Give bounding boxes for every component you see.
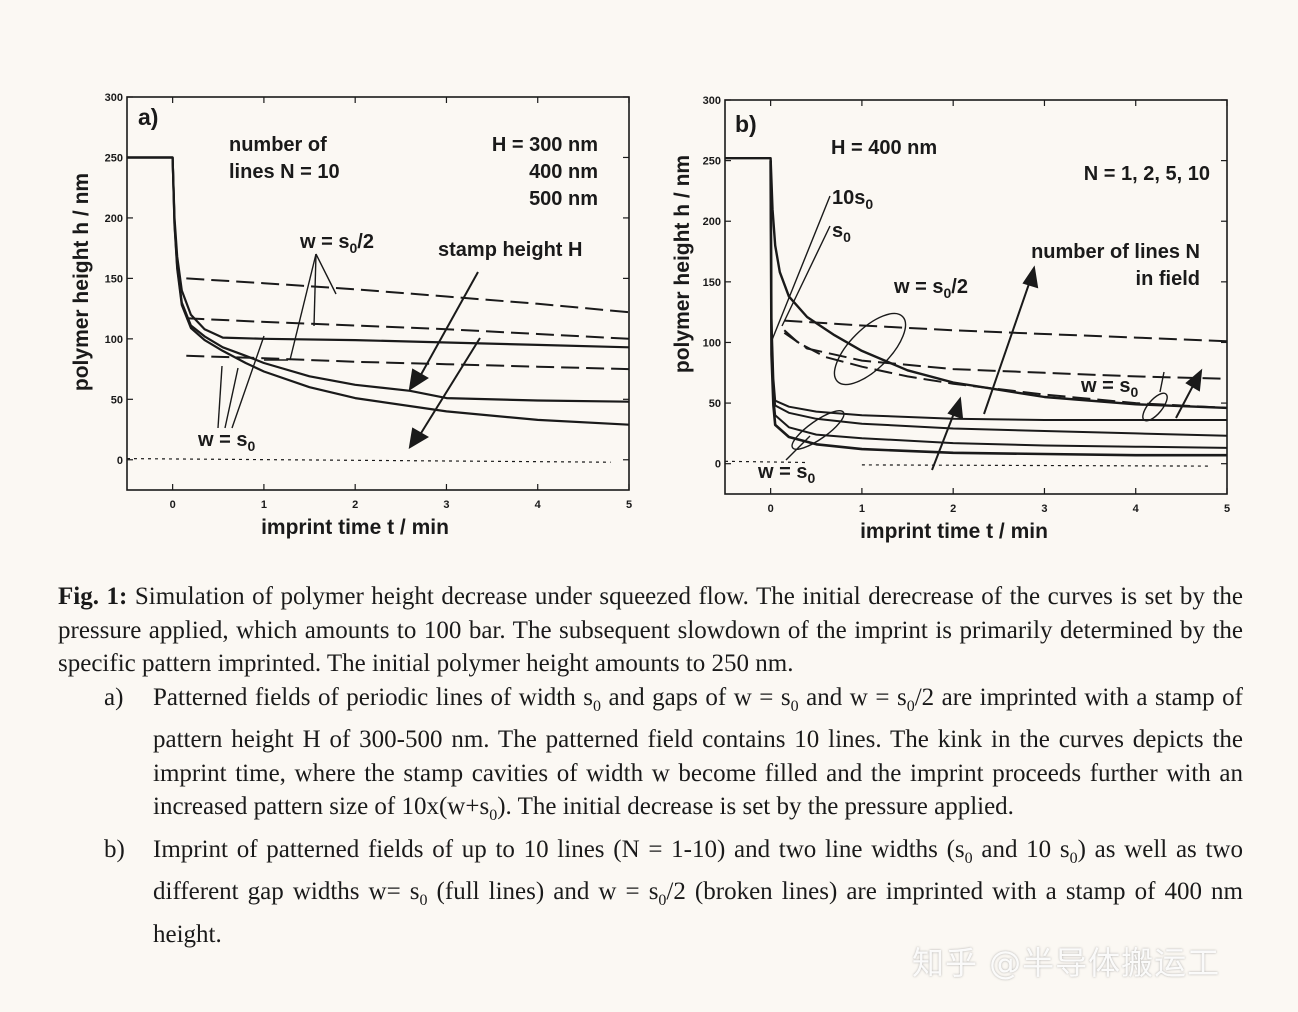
x-tick-label: 4 — [1133, 503, 1140, 515]
series-line-6 — [784, 319, 1228, 343]
plot-frame — [126, 96, 630, 491]
leader-lines — [771, 195, 1168, 461]
annotation-w-full-bottom: w = s0 — [757, 461, 815, 486]
caption-item-b-text: Imprint of patterned fields of up to 10 … — [153, 835, 1243, 948]
x-tick-label: 2 — [950, 503, 956, 515]
series-line-8 — [783, 331, 1228, 380]
annotation-height-300: H = 300 nm — [492, 134, 598, 156]
plot-area: 0 50 100 150 200 250 300 0 1 2 3 4 5 — [703, 95, 1230, 515]
x-tick-label: 2 — [352, 499, 358, 511]
caption-item-a-text: Patterned fields of periodic lines of wi… — [153, 683, 1243, 825]
arrows — [931, 265, 1203, 471]
annotation-w-full: w = s0 — [197, 429, 255, 454]
x-tick-label: 1 — [261, 499, 267, 511]
y-tick-label: 150 — [105, 273, 123, 285]
chart-a: 0 50 100 150 200 250 300 0 1 2 3 4 5 a) polymer heig… — [70, 92, 632, 539]
series-line-5 — [186, 317, 630, 340]
series-line-10 — [861, 464, 1209, 467]
y-tick-label: 100 — [703, 337, 721, 349]
annotation-10s0: 10s0 — [832, 187, 873, 212]
annotation-height-500: 500 nm — [529, 188, 598, 210]
fig-label: Fig. 1: — [58, 583, 128, 610]
series-line-6 — [186, 354, 630, 371]
series-line-5 — [769, 160, 1227, 457]
arrows — [408, 271, 481, 449]
series-line-4 — [186, 277, 630, 314]
figure-caption: Fig. 1: Simulation of polymer height dec… — [58, 580, 1243, 951]
annotation-height: H = 400 nm — [831, 137, 937, 159]
y-tick-label: 50 — [709, 398, 721, 410]
series-line-3 — [127, 156, 630, 426]
chart-b-ylabel: polymer height h / nm — [671, 155, 694, 373]
annotation-w-full-right: w = s0 — [1080, 375, 1138, 400]
y-tick-label: 300 — [105, 92, 123, 104]
caption-intro-text: Simulation of polymer height decrease un… — [58, 583, 1243, 677]
annotation-height-400: 400 nm — [529, 161, 598, 183]
watermark: 知乎 @半导体搬运工 — [912, 944, 1221, 982]
annotation-lines-n-2: lines N = 10 — [229, 161, 340, 183]
x-tick-label: 3 — [443, 499, 449, 511]
panel-label: a) — [138, 104, 158, 130]
plot-frame — [724, 99, 1228, 495]
annotation-lines-in-field-2: in field — [1136, 268, 1200, 290]
x-axis-label: imprint time t / min — [261, 516, 449, 539]
annotation-w-half: w = s0/2 — [299, 231, 374, 256]
y-tick-label: 0 — [117, 455, 123, 467]
y-tick-label: 50 — [111, 394, 123, 406]
caption-item-b: b) Imprint of patterned fields of up to … — [58, 833, 1243, 952]
y-tick-label: 300 — [703, 95, 721, 107]
caption-item-a-marker: a) — [104, 683, 124, 711]
annotation-w-half: w = s0/2 — [893, 276, 968, 301]
annotation-s0: s0 — [832, 220, 851, 245]
series-line-7 — [783, 329, 1228, 409]
y-tick-label: 250 — [703, 156, 721, 168]
series-line-1 — [725, 156, 1228, 410]
x-tick-label: 1 — [859, 503, 865, 515]
y-tick-label: 150 — [703, 277, 721, 289]
y-axis-label-b: polymer height h / nm — [671, 155, 694, 373]
annotations: number of lines N = 10 H = 300 nm 400 nm… — [197, 134, 598, 454]
y-tick-label: 100 — [105, 334, 123, 346]
y-axis-label: polymer height h / nm — [70, 173, 93, 391]
panel-label: b) — [735, 111, 757, 137]
x-tick-label: 0 — [170, 499, 176, 511]
annotation-lines-in-field-1: number of lines N — [1031, 241, 1200, 263]
annotation-n-values: N = 1, 2, 5, 10 — [1084, 163, 1210, 185]
caption-item-b-marker: b) — [104, 835, 125, 863]
caption-intro: Fig. 1: Simulation of polymer height dec… — [58, 580, 1243, 681]
caption-item-a: a) Patterned fields of periodic lines of… — [58, 681, 1243, 833]
leader-lines — [217, 253, 337, 429]
annotation-lines-n-1: number of — [229, 134, 327, 156]
y-tick-label: 250 — [105, 152, 123, 164]
y-tick-label: 0 — [715, 459, 721, 471]
x-tick-label: 3 — [1041, 503, 1047, 515]
series-line-7 — [126, 458, 611, 463]
annotation-stamp-height: stamp height H — [438, 239, 582, 261]
x-tick-label: 0 — [768, 503, 774, 515]
plot-area: 0 50 100 150 200 250 300 0 1 2 3 4 5 — [105, 92, 632, 511]
x-tick-label: 5 — [626, 499, 632, 511]
annotations: H = 400 nm N = 1, 2, 5, 10 10s0 s0 w = s… — [757, 137, 1210, 486]
x-tick-label: 4 — [535, 499, 542, 511]
x-tick-label: 5 — [1224, 503, 1230, 515]
y-tick-label: 200 — [105, 213, 123, 225]
x-axis-label: imprint time t / min — [860, 520, 1048, 543]
y-tick-label: 200 — [703, 216, 721, 228]
